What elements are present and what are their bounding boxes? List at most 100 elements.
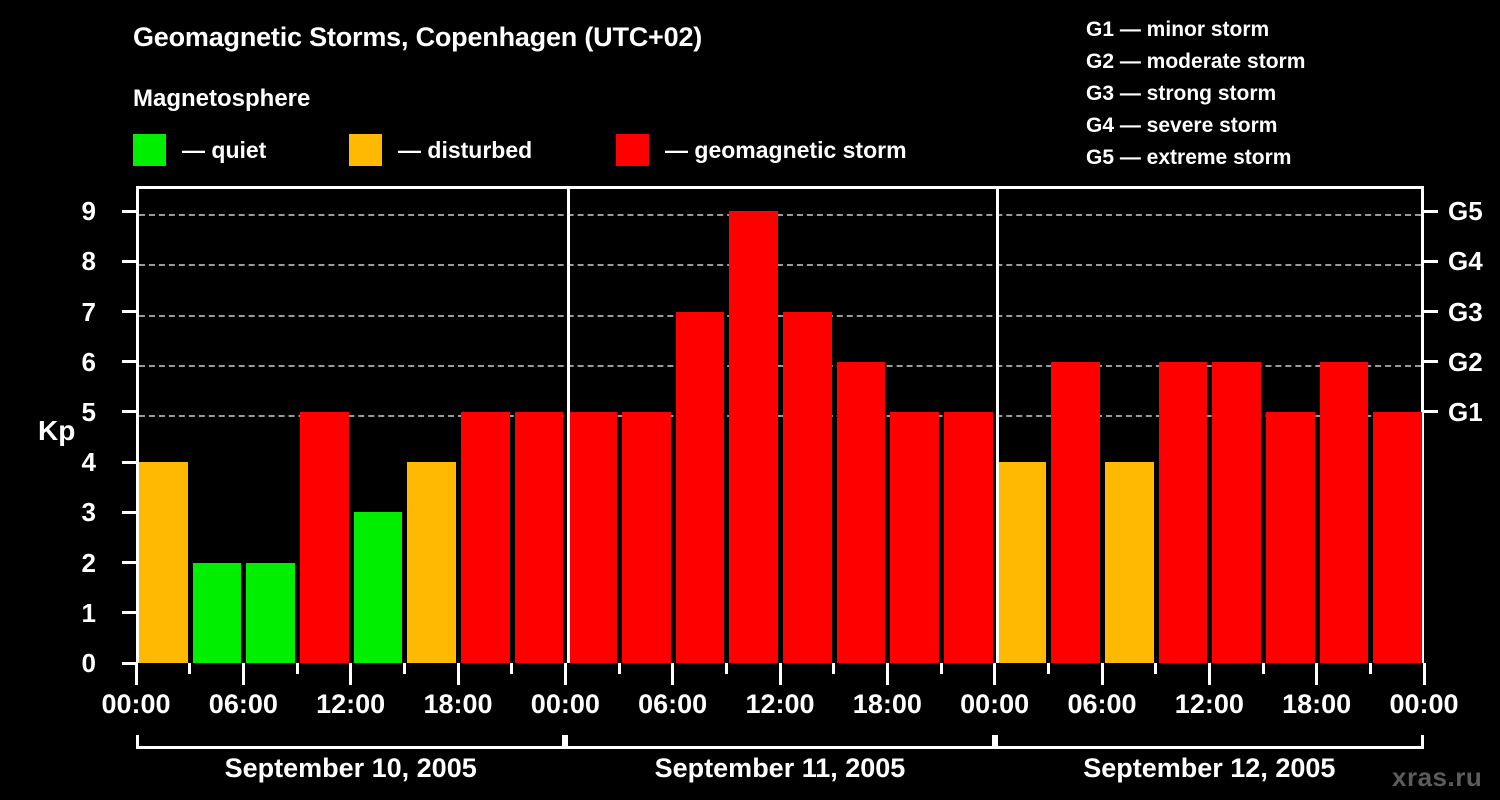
x-tick-minor-17: [1046, 663, 1050, 674]
bar: [192, 562, 242, 663]
chart-plot-inner: [139, 189, 1422, 663]
x-tick-label-7: 18:00: [852, 689, 922, 719]
bar: [1373, 411, 1422, 663]
x-tick-label-0: 00:00: [101, 689, 171, 719]
legend-label-quiet: — quiet: [182, 136, 267, 163]
bar: [246, 562, 295, 663]
y-tick-label-9: 9: [81, 196, 96, 227]
g-scale-row-g2: G2 — moderate storm: [1086, 50, 1306, 73]
legend-label-storm: — geomagnetic storm: [665, 136, 907, 163]
y-tick-label-4: 4: [81, 447, 96, 478]
chart-plot-area: [136, 186, 1424, 663]
g-axis-label-g2: G2: [1448, 346, 1483, 377]
x-tick-major-14: [885, 663, 889, 685]
x-tick-label-2: 12:00: [316, 689, 386, 719]
x-tick-label-3: 18:00: [423, 689, 493, 719]
x-tick-major-18: [1100, 663, 1104, 685]
y-tick-mark-5: [122, 410, 136, 414]
x-tick-minor-9: [617, 663, 621, 674]
g-axis-label-g1: G1: [1448, 396, 1483, 427]
x-tick-label-11: 18:00: [1282, 689, 1352, 719]
x-tick-major-20: [1207, 663, 1211, 685]
bar: [461, 411, 510, 663]
x-tick-minor-21: [1261, 663, 1265, 674]
bar: [890, 411, 939, 663]
legend-entry-disturbed: — disturbed: [349, 133, 532, 167]
y-tick-label-7: 7: [81, 296, 96, 327]
bar: [300, 411, 349, 663]
date-bracket-3: [994, 735, 1424, 749]
g-scale-row-g4: G4 — severe storm: [1086, 114, 1278, 137]
x-tick-minor-5: [402, 663, 406, 674]
legend-entry-storm: — geomagnetic storm: [616, 133, 907, 167]
g-scale-row-g3: G3 — strong storm: [1086, 82, 1277, 105]
x-tick-major-10: [671, 663, 675, 685]
x-tick-minor-15: [939, 663, 943, 674]
y-tick-mark-7: [122, 310, 136, 314]
bar: [997, 462, 1047, 663]
x-tick-label-12: 00:00: [1389, 689, 1459, 719]
gridline-kp-7: [139, 314, 1421, 317]
page-title: Geomagnetic Storms, Copenhagen (UTC+02): [133, 22, 703, 52]
gridline-kp-5: [139, 414, 1421, 417]
y-tick-label-0: 0: [81, 648, 96, 678]
gridline-kp-9: [139, 214, 1421, 217]
bar: [1105, 462, 1154, 663]
y-tick-mark-6: [122, 360, 136, 364]
x-tick-minor-19: [1154, 663, 1158, 674]
bar: [675, 311, 725, 663]
y-tick-label-2: 2: [81, 547, 96, 578]
legend-entry-quiet: — quiet: [133, 133, 266, 167]
y-tick-mark-9: [122, 209, 136, 213]
x-tick-label-8: 00:00: [960, 689, 1030, 719]
bar: [1319, 361, 1369, 663]
g-scale-legend: G1 — minor storm G2 — moderate storm G3 — …: [1068, 14, 1488, 174]
x-tick-major-2: [241, 663, 245, 685]
bar: [1266, 411, 1315, 663]
bar: [622, 411, 671, 663]
x-tick-minor-13: [832, 663, 836, 674]
bar: [729, 211, 778, 663]
bar: [1212, 361, 1261, 663]
x-tick-minor-3: [295, 663, 299, 674]
y-tick-label-5: 5: [81, 396, 96, 427]
y-tick-mark-4: [122, 460, 136, 464]
day-separator-1: [566, 189, 570, 663]
y-tick-mark-2: [122, 561, 136, 565]
x-tick-label-9: 06:00: [1067, 689, 1137, 719]
watermark: xras.ru: [1392, 762, 1483, 792]
g-tick-mark-g2: [1424, 360, 1438, 364]
y-axis-title: Kp: [38, 415, 76, 446]
date-bracket-1: [136, 735, 566, 749]
legend-label-disturbed: — disturbed: [398, 136, 533, 163]
g-tick-mark-g3: [1424, 310, 1438, 314]
date-label-1: September 10, 2005: [224, 753, 477, 783]
date-bracket-2: [565, 735, 995, 749]
x-tick-label-6: 12:00: [745, 689, 815, 719]
y-tick-label-6: 6: [81, 346, 96, 377]
y-tick-label-1: 1: [81, 597, 96, 628]
y-tick-mark-3: [122, 510, 136, 514]
x-tick-minor-1: [188, 663, 192, 674]
x-tick-label-5: 06:00: [638, 689, 708, 719]
bar: [514, 411, 564, 663]
g-axis-label-g3: G3: [1448, 296, 1483, 327]
bar: [139, 462, 188, 663]
x-tick-major-16: [993, 663, 997, 685]
g-tick-mark-g5: [1424, 209, 1438, 213]
g-axis-label-g4: G4: [1448, 246, 1483, 277]
gridline-kp-6: [139, 364, 1421, 367]
g-tick-mark-g4: [1424, 259, 1438, 263]
x-tick-major-6: [456, 663, 460, 685]
legend-swatch-disturbed: [349, 134, 382, 166]
g-scale-row-g5: G5 — extreme storm: [1086, 146, 1292, 169]
x-tick-minor-11: [724, 663, 728, 674]
y-tick-label-8: 8: [81, 246, 96, 277]
bar: [1051, 361, 1100, 663]
g-axis-label-g5: G5: [1448, 196, 1483, 227]
x-tick-major-12: [778, 663, 782, 685]
x-tick-major-0: [134, 663, 138, 685]
g-tick-mark-g1: [1424, 410, 1438, 414]
x-tick-major-24: [1422, 663, 1426, 685]
bar: [783, 311, 832, 663]
